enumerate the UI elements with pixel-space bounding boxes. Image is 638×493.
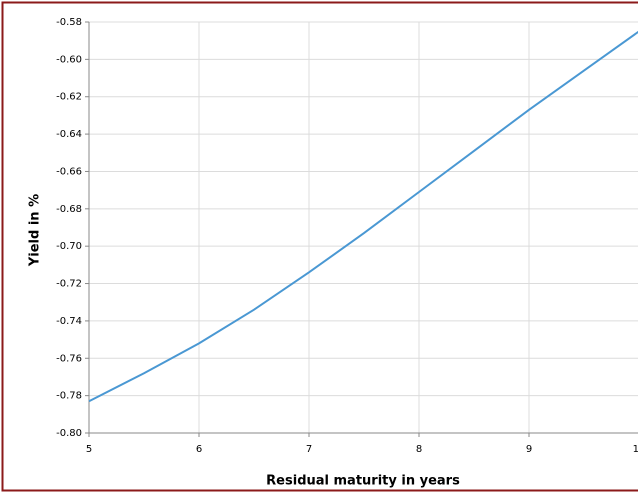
x-tick-label: 6 — [196, 444, 202, 455]
x-tick-label: 7 — [306, 444, 312, 455]
y-tick-label: -0.80 — [56, 428, 82, 439]
x-tick-label: 5 — [86, 444, 92, 455]
x-tick-label: 9 — [526, 444, 532, 455]
x-tick-label: 8 — [416, 444, 422, 455]
y-tick-label: -0.68 — [56, 204, 82, 215]
y-tick-label: -0.76 — [56, 353, 82, 364]
y-tick-label: -0.72 — [56, 279, 82, 290]
y-tick-label: -0.78 — [56, 391, 82, 402]
y-tick-label: -0.74 — [56, 316, 82, 327]
y-tick-label: -0.66 — [56, 166, 82, 177]
y-tick-label: -0.62 — [56, 92, 82, 103]
y-tick-label: -0.60 — [56, 54, 82, 65]
y-tick-label: -0.70 — [56, 241, 82, 252]
x-axis-title: Residual maturity in years — [266, 474, 460, 489]
y-tick-label: -0.58 — [56, 17, 82, 28]
series-line — [88, 30, 638, 403]
y-axis-title: Yield in % — [28, 194, 43, 267]
x-tick-label: 10 — [633, 444, 638, 455]
y-tick-label: -0.64 — [56, 129, 82, 140]
